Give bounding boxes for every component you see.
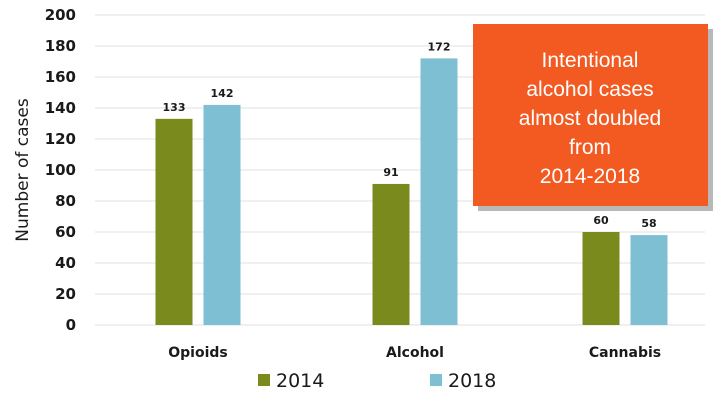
y-axis-label: Number of cases — [13, 98, 33, 242]
y-tick-label: 120 — [45, 130, 76, 148]
legend-swatch-2014 — [258, 374, 270, 386]
legend-swatch-2018 — [430, 374, 442, 386]
bars — [155, 58, 668, 326]
bar-2018-cannabis — [630, 235, 668, 325]
legend-label-2014: 2014 — [276, 370, 324, 392]
bar-2018-alcohol — [420, 58, 458, 326]
data-label: 172 — [428, 40, 451, 53]
y-tick-label: 180 — [45, 37, 76, 55]
callout-text-line: 2014-2018 — [540, 165, 640, 188]
y-tick-label: 0 — [66, 316, 76, 334]
bar-2014-opioids — [155, 118, 193, 325]
data-label: 133 — [163, 101, 186, 114]
bar-2014-cannabis — [582, 232, 620, 325]
callout-text-line: from — [569, 136, 611, 159]
category-label: Cannabis — [589, 345, 661, 361]
callout-box — [473, 24, 708, 206]
x-axis-categories: Opioids Alcohol Cannabis — [168, 345, 661, 361]
bar-2018-opioids — [203, 104, 241, 326]
data-label: 58 — [641, 217, 656, 230]
legend: 2014 2018 — [258, 370, 496, 392]
y-tick-label: 200 — [45, 6, 76, 24]
callout-text-line: almost doubled — [519, 107, 661, 130]
y-tick-label: 100 — [45, 161, 76, 179]
data-label: 60 — [593, 214, 609, 227]
callout-text-line: alcohol cases — [526, 78, 653, 101]
annotation-callout: Intentional alcohol cases almost doubled fr… — [473, 24, 713, 211]
bar-2014-alcohol — [372, 183, 410, 325]
y-tick-label: 40 — [55, 254, 76, 272]
callout-text-line: Intentional — [542, 49, 639, 72]
y-axis-ticks: 0 20 40 60 80 100 120 140 160 180 200 — [45, 6, 76, 334]
y-tick-label: 60 — [55, 223, 76, 241]
y-tick-label: 140 — [45, 99, 76, 117]
category-label: Opioids — [168, 345, 228, 361]
legend-label-2018: 2018 — [448, 370, 496, 392]
data-label: 142 — [211, 87, 234, 100]
data-labels: 133 142 91 172 60 58 — [163, 40, 657, 230]
category-label: Alcohol — [386, 345, 444, 361]
data-label: 91 — [383, 166, 398, 179]
y-tick-label: 160 — [45, 68, 76, 86]
y-tick-label: 20 — [55, 285, 76, 303]
y-tick-label: 80 — [55, 192, 76, 210]
